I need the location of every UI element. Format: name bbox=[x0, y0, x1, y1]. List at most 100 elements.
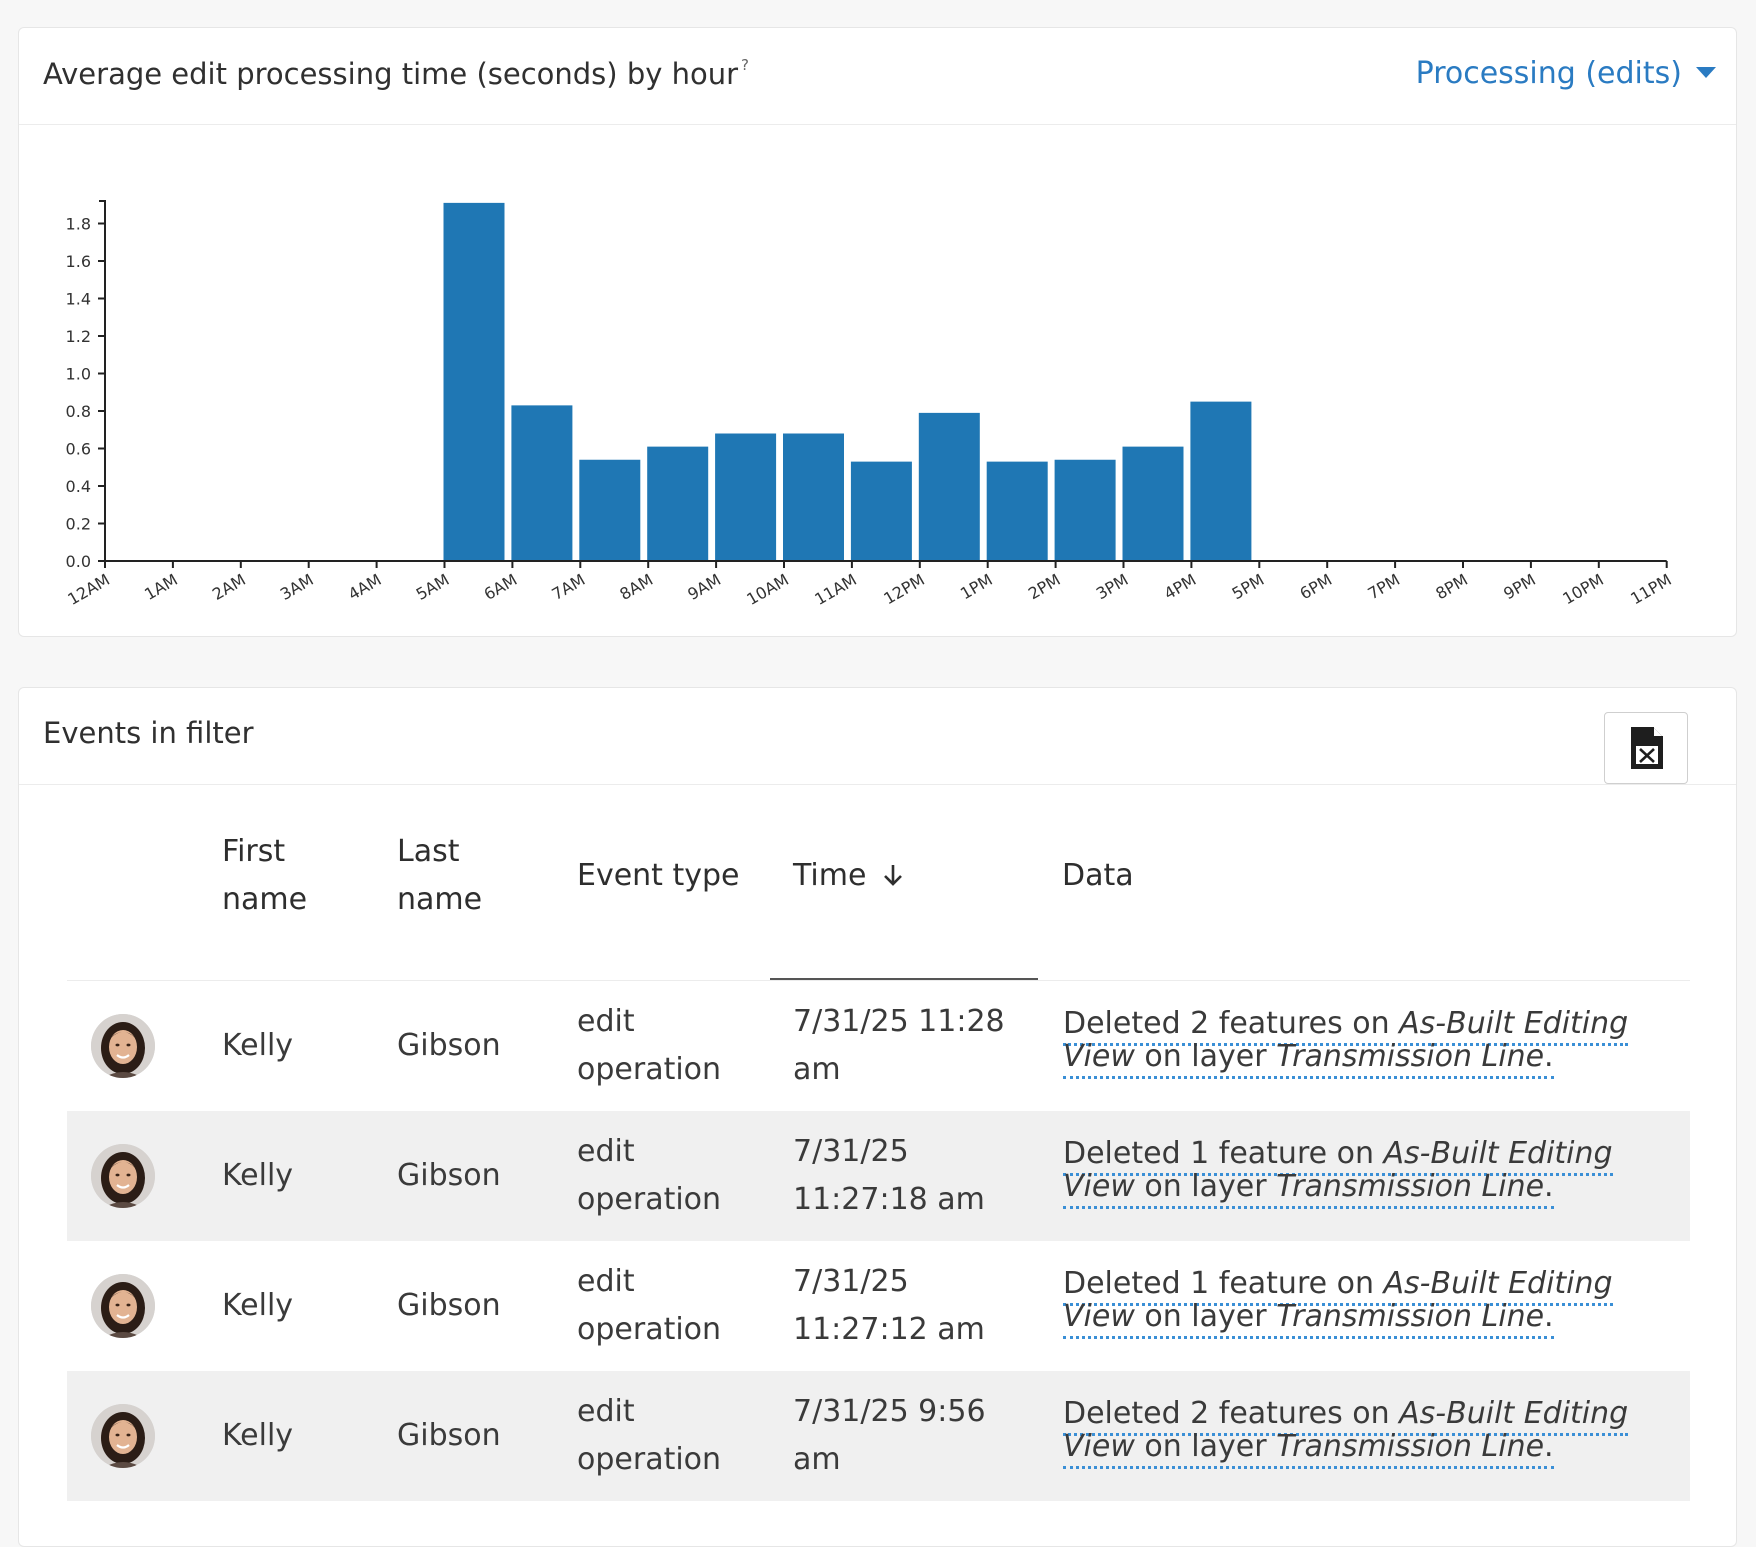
y-axis: 0.0 0.2 0.4 0.6 0.8 1.0 1.2 1.4 1.6 1.8 bbox=[66, 200, 106, 571]
data-layer-name: Transmission Line bbox=[1276, 1429, 1545, 1464]
table-row[interactable]: Kelly Gibson edit operation 7/31/25 11:2… bbox=[67, 981, 1690, 1111]
x-tick-label: 1PM bbox=[957, 570, 996, 603]
column-header-last-name[interactable]: Last name bbox=[397, 828, 482, 924]
data-cell[interactable]: Deleted 2 features on As-Built Editing V… bbox=[1063, 1006, 1687, 1079]
y-tick-label: 1.2 bbox=[66, 327, 91, 346]
bars bbox=[443, 202, 1252, 562]
event-type-line: operation bbox=[577, 1052, 722, 1087]
x-tick-label: 1AM bbox=[141, 570, 181, 604]
avatar bbox=[91, 1404, 155, 1468]
time-line: 11:27:18 am bbox=[793, 1182, 985, 1217]
event-type-line: operation bbox=[577, 1312, 722, 1347]
x-tick-label: 5AM bbox=[413, 570, 453, 604]
chart-title: Average edit processing time (seconds) b… bbox=[43, 56, 750, 91]
event-description-link[interactable]: Deleted 1 feature on As-Built Editing Vi… bbox=[1063, 1266, 1613, 1339]
x-tick-label: 7AM bbox=[549, 570, 589, 604]
column-header-first-name-line1: First bbox=[222, 834, 286, 869]
sort-indicator-underline bbox=[770, 978, 1038, 980]
last-name-cell: Gibson bbox=[397, 1028, 501, 1063]
arrow-down-icon bbox=[884, 865, 902, 886]
x-tick-label: 11PM bbox=[1627, 570, 1674, 608]
x-tick-label: 3PM bbox=[1093, 570, 1132, 603]
first-name-cell: Kelly bbox=[222, 1288, 294, 1323]
avatar bbox=[91, 1274, 155, 1338]
x-tick-label: 3AM bbox=[277, 570, 317, 604]
header-divider bbox=[67, 980, 1690, 981]
chart-card: Average edit processing time (seconds) b… bbox=[18, 27, 1737, 637]
bar-chart: 0.0 0.2 0.4 0.6 0.8 1.0 1.2 1.4 1.6 1.8 12AM 1AM 2A… bbox=[64, 200, 1675, 609]
time-line: 7/31/25 9:56 bbox=[793, 1394, 986, 1429]
table-row[interactable]: Kelly Gibson edit operation 7/31/25 11:2… bbox=[67, 1111, 1690, 1241]
x-tick-label: 6AM bbox=[481, 570, 521, 604]
time-cell: 7/31/25 11:27:18 am bbox=[793, 1128, 985, 1224]
y-tick-label: 0.6 bbox=[66, 440, 91, 459]
time-line: am bbox=[793, 1442, 841, 1477]
first-name-cell: Kelly bbox=[222, 1158, 294, 1193]
event-type-line: operation bbox=[577, 1182, 722, 1217]
time-cell: 7/31/25 11:27:12 am bbox=[793, 1258, 985, 1354]
export-excel-button[interactable] bbox=[1604, 712, 1688, 784]
bar-5AM[interactable] bbox=[443, 202, 505, 561]
event-description-link[interactable]: Deleted 2 features on As-Built Editing V… bbox=[1063, 1006, 1629, 1079]
event-type-line: edit bbox=[577, 1394, 635, 1429]
column-header-time-label: Time bbox=[793, 858, 867, 893]
x-tick-label: 10AM bbox=[743, 570, 792, 609]
x-tick-label: 6PM bbox=[1297, 570, 1336, 603]
column-header-data[interactable]: Data bbox=[1062, 858, 1134, 893]
first-name-cell: Kelly bbox=[222, 1028, 294, 1063]
time-line: 7/31/25 bbox=[793, 1134, 909, 1169]
user-photo-icon bbox=[91, 1404, 155, 1468]
x-tick-label: 10PM bbox=[1559, 570, 1606, 608]
caret-down-icon bbox=[1696, 67, 1716, 78]
data-cell[interactable]: Deleted 2 features on As-Built Editing V… bbox=[1063, 1396, 1687, 1469]
data-view-name: As-Built Editing View bbox=[1063, 1396, 1629, 1464]
data-suffix: . bbox=[1544, 1299, 1554, 1334]
user-photo-icon bbox=[91, 1144, 155, 1208]
column-header-event-type[interactable]: Event type bbox=[577, 858, 740, 893]
event-description-link[interactable]: Deleted 1 feature on As-Built Editing Vi… bbox=[1063, 1136, 1613, 1209]
data-mid: on layer bbox=[1134, 1039, 1277, 1074]
user-photo-icon bbox=[91, 1274, 155, 1338]
column-header-first-name[interactable]: First name bbox=[222, 828, 307, 924]
column-header-time[interactable]: Time bbox=[793, 852, 906, 900]
time-cell: 7/31/25 9:56 am bbox=[793, 1388, 986, 1484]
y-tick-label: 1.0 bbox=[66, 365, 91, 384]
event-description-link[interactable]: Deleted 2 features on As-Built Editing V… bbox=[1063, 1396, 1629, 1469]
time-line: 11:27:12 am bbox=[793, 1312, 985, 1347]
event-type-line: edit bbox=[577, 1134, 635, 1169]
bar-11AM[interactable] bbox=[850, 461, 912, 561]
bar-1PM[interactable] bbox=[986, 461, 1048, 561]
data-layer-name: Transmission Line bbox=[1276, 1299, 1545, 1334]
data-view-name: As-Built Editing View bbox=[1063, 1266, 1613, 1334]
avatar bbox=[91, 1014, 155, 1078]
bar-6AM[interactable] bbox=[511, 405, 573, 561]
table-row[interactable]: Kelly Gibson edit operation 7/31/25 11:2… bbox=[67, 1241, 1690, 1371]
data-cell[interactable]: Deleted 1 feature on As-Built Editing Vi… bbox=[1063, 1136, 1687, 1209]
table-row[interactable]: Kelly Gibson edit operation 7/31/25 9:56… bbox=[67, 1371, 1690, 1501]
metric-select-dropdown[interactable]: Processing (edits) bbox=[1416, 56, 1716, 91]
bar-12PM[interactable] bbox=[918, 412, 980, 561]
data-mid: on layer bbox=[1134, 1169, 1277, 1204]
bar-8AM[interactable] bbox=[647, 446, 709, 561]
bar-4PM[interactable] bbox=[1190, 401, 1252, 561]
event-type-cell: edit operation bbox=[577, 998, 721, 1094]
data-layer-name: Transmission Line bbox=[1276, 1039, 1545, 1074]
x-tick-label: 8AM bbox=[616, 570, 656, 604]
y-tick-label: 0.0 bbox=[66, 552, 91, 571]
y-tick-label: 0.8 bbox=[66, 402, 91, 421]
bar-3PM[interactable] bbox=[1122, 446, 1184, 561]
x-tick-label: 9AM bbox=[684, 570, 724, 604]
x-tick-label: 4AM bbox=[345, 570, 385, 604]
time-cell: 7/31/25 11:28 am bbox=[793, 998, 1005, 1094]
help-marker[interactable]: ? bbox=[741, 56, 750, 74]
last-name-cell: Gibson bbox=[397, 1418, 501, 1453]
data-cell[interactable]: Deleted 1 feature on As-Built Editing Vi… bbox=[1063, 1266, 1687, 1339]
data-view-name: As-Built Editing View bbox=[1063, 1136, 1613, 1204]
bar-10AM[interactable] bbox=[783, 433, 844, 562]
x-tick-label: 11AM bbox=[811, 570, 860, 609]
bar-9AM[interactable] bbox=[715, 433, 777, 562]
column-header-first-name-line2: name bbox=[222, 882, 308, 917]
bar-7AM[interactable] bbox=[579, 459, 641, 561]
bar-2PM[interactable] bbox=[1054, 459, 1116, 561]
event-type-cell: edit operation bbox=[577, 1128, 721, 1224]
